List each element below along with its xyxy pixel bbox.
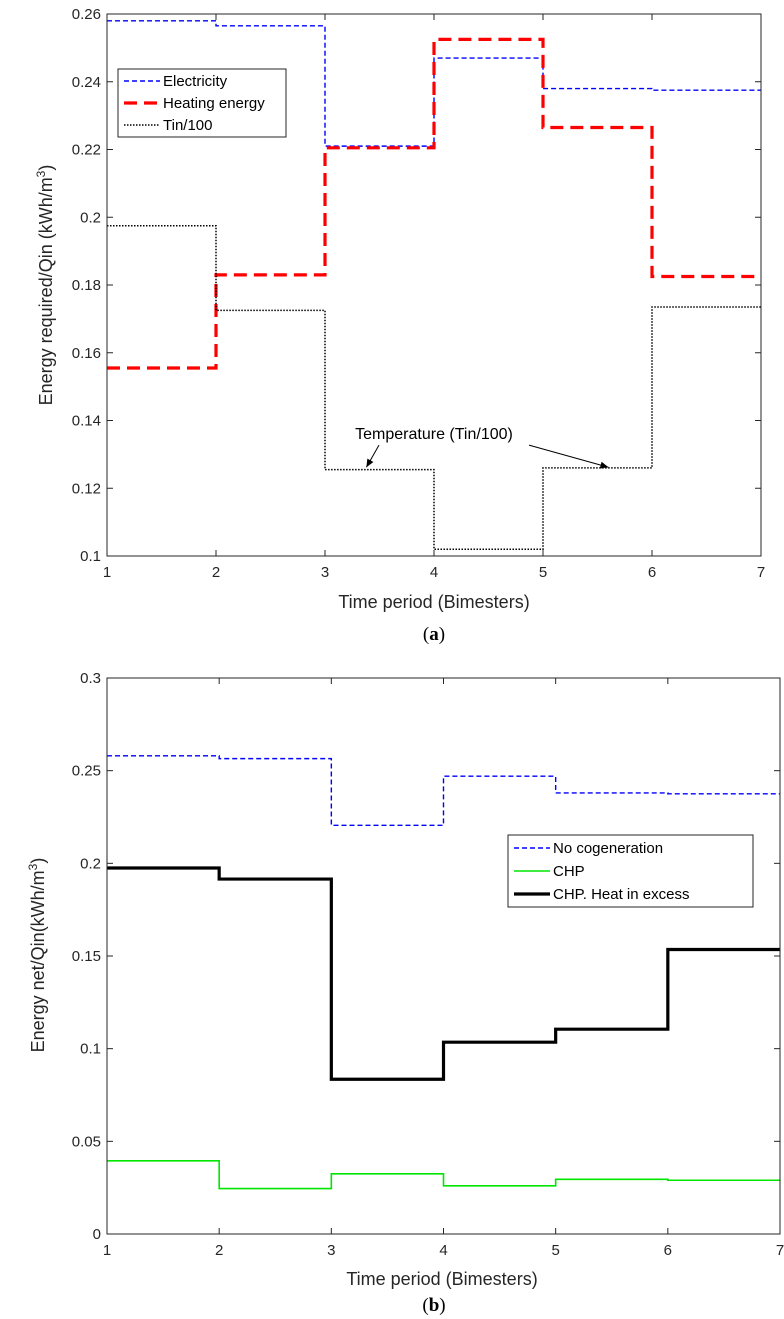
chart-b-y-tick-label: 0.2 bbox=[80, 855, 101, 872]
chart-b-x-tick-label: 1 bbox=[103, 1242, 111, 1259]
chart-b-y-tick-label: 0.25 bbox=[72, 763, 101, 780]
chart-a-y-tick-label: 0.26 bbox=[72, 6, 101, 23]
chart-a-x-tick-label: 2 bbox=[212, 564, 220, 581]
chart-b-series-chp-heat-in-excess bbox=[107, 866, 780, 1081]
chart-a-legend: Electricity Heating energy Tin/100 bbox=[117, 68, 287, 138]
chart-a-legend-label: Heating energy bbox=[163, 95, 265, 112]
chart-a-series bbox=[107, 20, 761, 550]
chart-b-caption: (b) bbox=[422, 1295, 445, 1316]
chart-a-x-ticks: 1 2 3 4 5 6 7 bbox=[103, 14, 765, 581]
chart-b-series-no-cogeneration bbox=[107, 755, 780, 827]
chart-a-annotation-label: Temperature (Tin/100) bbox=[355, 426, 513, 443]
chart-a-x-tick-label: 6 bbox=[648, 564, 656, 581]
chart-a-annotation-arrowhead bbox=[366, 458, 374, 468]
chart-a-legend-label: Electricity bbox=[163, 73, 228, 90]
chart-a-x-tick-label: 3 bbox=[321, 564, 329, 581]
chart-a-y-axis-label: Energy required/Qin (kWh/m3) bbox=[34, 165, 56, 406]
chart-b-legend-label: No cogeneration bbox=[553, 840, 663, 857]
chart-b: 1 2 3 4 5 6 7 0 0.05 0.1 0.15 0.2 0.25 0.3 Time peri… bbox=[26, 670, 784, 1316]
chart-a-annotation-arrow bbox=[528, 444, 609, 468]
chart-b-legend-label: CHP bbox=[553, 863, 585, 880]
chart-a-x-tick-label: 5 bbox=[539, 564, 547, 581]
chart-a-y-tick-label: 0.22 bbox=[72, 142, 101, 159]
chart-b-x-tick-label: 4 bbox=[439, 1242, 447, 1259]
chart-a-y-tick-label: 0.24 bbox=[72, 74, 101, 91]
chart-a-y-tick-label: 0.16 bbox=[72, 345, 101, 362]
chart-b-y-ticks: 0 0.05 0.1 0.15 0.2 0.25 0.3 bbox=[72, 670, 780, 1243]
chart-a-legend-label: Tin/100 bbox=[163, 117, 212, 134]
chart-a-x-axis-label: Time period (Bimesters) bbox=[338, 592, 529, 612]
chart-b-y-tick-label: 0.3 bbox=[80, 670, 101, 687]
chart-a-y-tick-label: 0.14 bbox=[72, 413, 101, 430]
chart-a-x-tick-label: 4 bbox=[430, 564, 438, 581]
chart-b-x-tick-label: 3 bbox=[327, 1242, 335, 1259]
chart-b-x-tick-label: 5 bbox=[551, 1242, 559, 1259]
chart-b-x-axis-label: Time period (Bimesters) bbox=[346, 1269, 537, 1289]
chart-a-x-tick-label: 7 bbox=[757, 564, 765, 581]
chart-a-series-heating-energy bbox=[107, 37, 761, 370]
chart-a-y-tick-label: 0.18 bbox=[72, 277, 101, 294]
chart-b-series-chp bbox=[107, 1159, 780, 1190]
chart-a-y-tick-label: 0.12 bbox=[72, 480, 101, 497]
chart-a-annotation-arrowhead bbox=[599, 461, 609, 469]
chart-b-series bbox=[107, 755, 780, 1190]
chart-a-y-tick-label: 0.2 bbox=[80, 209, 101, 226]
chart-a-y-tick-label: 0.1 bbox=[80, 548, 101, 565]
chart-b-x-tick-label: 6 bbox=[664, 1242, 672, 1259]
chart-b-x-tick-label: 2 bbox=[215, 1242, 223, 1259]
chart-b-y-tick-label: 0.15 bbox=[72, 948, 101, 965]
chart-b-y-tick-label: 0.05 bbox=[72, 1133, 101, 1150]
chart-a-annotation: Temperature (Tin/100) bbox=[355, 426, 609, 469]
chart-b-legend: No cogeneration CHP CHP. Heat in excess bbox=[507, 834, 754, 908]
chart-b-x-tick-label: 7 bbox=[776, 1242, 784, 1259]
chart-a-x-tick-label: 1 bbox=[103, 564, 111, 581]
chart-b-y-tick-label: 0.1 bbox=[80, 1041, 101, 1058]
chart-b-legend-label: CHP. Heat in excess bbox=[553, 886, 689, 903]
chart-a-caption: (a) bbox=[423, 624, 445, 645]
chart-b-y-axis-label: Energy net/Qin(kWh/m3) bbox=[26, 858, 48, 1053]
chart-b-x-ticks: 1 2 3 4 5 6 7 bbox=[103, 678, 784, 1259]
chart-b-plot-area bbox=[107, 678, 780, 1234]
chart-b-y-tick-label: 0 bbox=[93, 1226, 101, 1243]
chart-a-y-ticks: 0.1 0.12 0.14 0.16 0.18 0.2 0.22 0.24 0.26 bbox=[72, 6, 761, 565]
